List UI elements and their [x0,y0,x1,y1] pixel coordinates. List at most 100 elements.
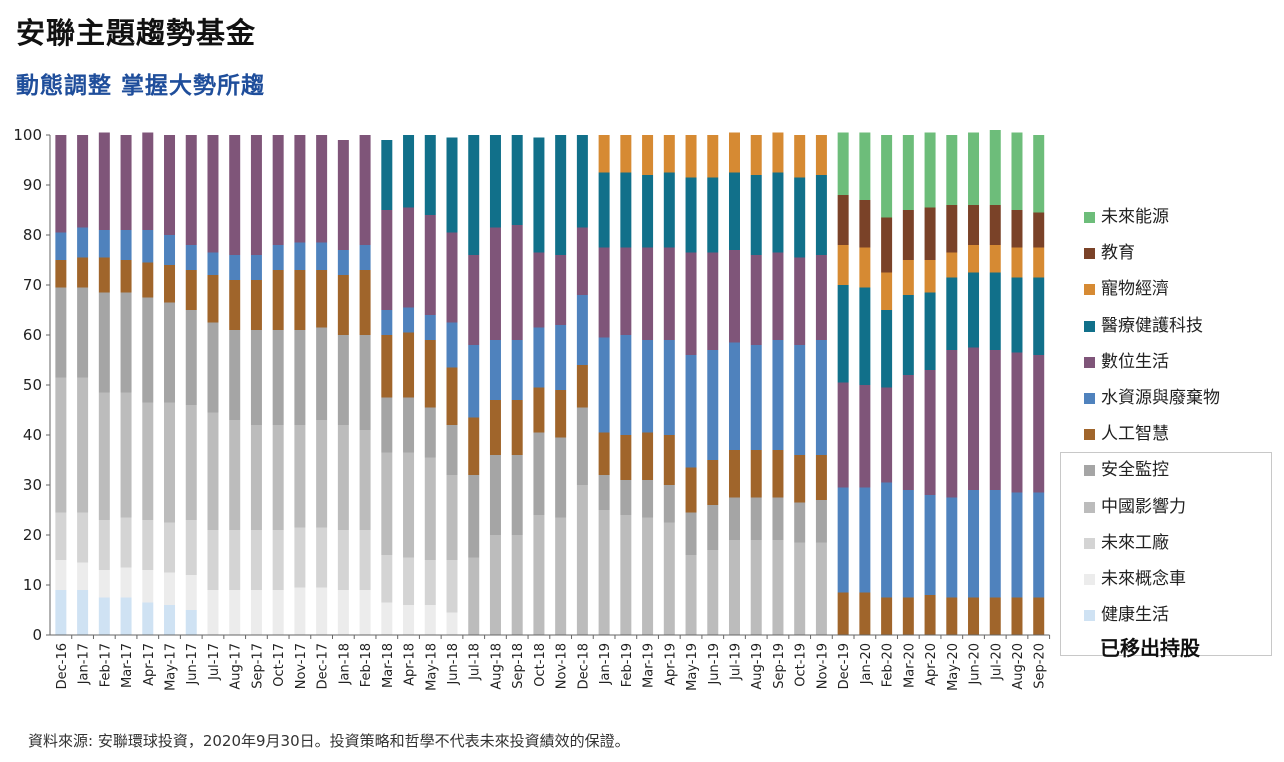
bar-segment [185,405,197,520]
x-tick-label: Nov-17 [294,643,309,689]
bar-segment [1033,247,1045,278]
bar-segment [142,570,154,603]
bar-segment [120,260,132,293]
bar-segment [316,420,328,528]
page-title: 安聯主題趨勢基金 [16,16,257,50]
bar-segment [815,175,827,255]
bar-segment [989,272,1001,350]
bar-segment [620,135,632,173]
bar-segment [533,252,545,328]
bar-segment [294,330,306,425]
y-tick-label: 0 [32,626,42,644]
page-subtitle: 動態調整 掌握大勢所趨 [16,73,266,99]
bar-segment [164,572,176,605]
bar-segment [989,350,1001,490]
bar-segment [55,512,67,560]
x-tick-label: Aug-19 [750,643,765,690]
source-note: 資料來源: 安聯環球投資，2020年9月30日。投資策略和哲學不代表未來投資績效… [28,732,630,750]
bar-segment [381,555,393,603]
bar-segment [337,530,349,590]
bar-segment [229,255,241,280]
bar-segment [272,530,284,590]
bar-segment [489,227,501,340]
bar-segment [337,140,349,250]
bar-segment [924,595,936,635]
bar-segment [207,275,219,323]
bar-segment [294,527,306,588]
bar-segment [772,497,784,540]
x-tick-label: Jul-19 [728,643,743,681]
bar-segment [359,135,371,245]
legend-swatch [1084,393,1095,404]
bar-segment [489,340,501,400]
bar-segment [772,540,784,635]
bar-segment [685,252,697,355]
bar-segment [859,200,871,248]
bar-segment [164,522,176,573]
bar-segment [446,560,458,613]
legend-swatch [1084,501,1095,513]
bar-segment [489,135,501,228]
bar-segment [555,390,567,438]
bar-segment [663,340,675,435]
bar-segment [337,590,349,635]
bar-segment [511,455,523,535]
bar-segment [881,135,893,218]
bar-segment [946,252,958,278]
bar-segment [794,135,806,178]
bar-segment [142,402,154,520]
x-tick-label: Mar-19 [642,643,657,688]
x-tick-label: May-17 [164,643,179,691]
bar-segment [55,377,67,513]
bar-segment [924,370,936,495]
bar-segment [989,245,1001,273]
legend-label: 健康生活 [1101,605,1169,626]
bar-segment [881,597,893,635]
x-tick-label: Sep-19 [772,643,787,689]
bar-segment [750,255,762,345]
bar-segment [815,135,827,175]
bar-segment [359,430,371,530]
bar-segment [902,135,914,210]
bar-segment [468,255,480,345]
bar-segment [924,495,936,595]
bar-segment [229,590,241,635]
x-tick-label: Aug-17 [229,643,244,690]
bar-segment [207,412,219,530]
bar-segment [120,135,132,230]
bar-segment [946,277,958,350]
bar-segment [881,272,893,310]
bar-segment [164,235,176,265]
bar-segment [55,590,67,635]
bar-segment [381,210,393,310]
bar-segment [946,135,958,205]
bar-segment [642,175,654,248]
bar-segment [533,137,545,253]
bar-segment [555,135,567,255]
bar-segment [207,590,219,635]
bar-segment [316,242,328,270]
legend-swatch [1084,574,1095,585]
x-tick-label: Oct-18 [533,643,548,687]
bar-segment [576,485,588,635]
stacked-bar-chart: 0 10 20 30 40 50 60 70 80 90 100 Dec-16 Jan-17 Feb-17… [13,126,1051,691]
bar-segment [750,345,762,450]
bar-segment [728,250,740,343]
bar-segment [359,245,371,270]
bar-segment [989,597,1001,635]
bar-segment [576,407,588,485]
bar-segment [946,497,958,598]
x-tick-label: Feb-18 [359,643,374,687]
bar-segment [250,255,262,280]
bar-segment [468,135,480,255]
bar-segment [250,135,262,255]
bar-segment [707,252,719,350]
bar-segment [468,557,480,635]
y-tick-label: 100 [13,126,42,144]
bar-segment [120,230,132,260]
legend-swatch [1084,537,1095,549]
x-tick-label: Feb-19 [620,643,635,687]
bar-segment [424,315,436,340]
x-tick-label: Oct-17 [272,643,287,687]
legend-label: 數位生活 [1101,351,1169,372]
